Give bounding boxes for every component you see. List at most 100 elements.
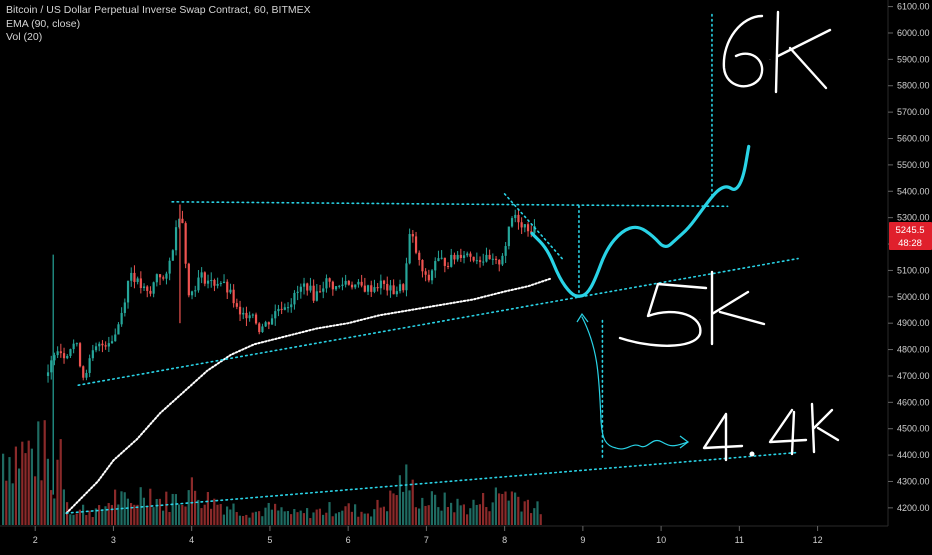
volume-bar [165, 491, 168, 525]
candle-body [526, 224, 530, 232]
volume-bar [318, 508, 321, 525]
volume-bar [472, 499, 475, 525]
price-tick-label: 4800.00 [897, 345, 930, 355]
volume-bar [469, 508, 472, 525]
candle-body [270, 318, 274, 325]
volume-bar [238, 515, 241, 525]
volume-bar [517, 496, 520, 525]
price-axis[interactable]: 4200.00 4300.00 4400.00 4500.00 4600.00 4700.… [887, 0, 932, 550]
volume-bar [62, 489, 65, 525]
price-tick-label: 5000.00 [897, 292, 930, 302]
hand-4-first [702, 412, 744, 462]
projected-price-path [530, 144, 751, 298]
candle-body [142, 286, 146, 288]
arrow-head [576, 312, 589, 323]
time-tick-label: 9 [580, 535, 585, 545]
candle-body [306, 283, 309, 291]
symbol-title[interactable]: Bitcoin / US Dollar Perpetual Inverse Sw… [6, 4, 311, 16]
price-tick-label: 5900.00 [897, 54, 930, 64]
candle-body [344, 280, 347, 285]
volume-indicator-label[interactable]: Vol (20) [6, 31, 43, 43]
candle-body [136, 278, 139, 282]
candle-body [475, 260, 478, 262]
volume-bar [459, 505, 462, 525]
candle-body [242, 312, 245, 315]
volume-bar [229, 509, 232, 525]
trendline [503, 193, 565, 261]
volume-bar [392, 493, 395, 525]
candle-body [354, 284, 357, 288]
candle-body [88, 358, 91, 373]
volume-bar [78, 509, 81, 525]
volume-bar [133, 504, 136, 525]
time-axis[interactable]: 2 3 4 5 6 7 8 9 10 11 12 [0, 525, 888, 545]
volume-bar [14, 446, 17, 525]
candle-body [501, 255, 504, 265]
ema-indicator-label[interactable]: EMA (90, close) [6, 17, 81, 30]
candle-body [59, 351, 62, 354]
volume-bar [440, 510, 443, 525]
time-tick-label: 2 [33, 535, 38, 545]
candle-body [469, 253, 472, 257]
volume-bar [526, 499, 529, 525]
volume-bar [427, 505, 430, 525]
candle-body [261, 326, 264, 333]
volume-bar [280, 507, 283, 525]
volume-bar [328, 502, 331, 525]
volume-bar [130, 503, 133, 525]
price-tick-label: 4300.00 [897, 476, 930, 486]
volume-bar [184, 506, 187, 525]
candle-body [187, 263, 190, 296]
volume-bar [382, 506, 385, 525]
candle-body [392, 285, 395, 295]
hand-5 [618, 282, 708, 347]
candle-body [290, 304, 293, 308]
volume-bar [219, 504, 222, 525]
time-tick-label: 10 [656, 535, 666, 545]
current-price-tag[interactable] [889, 222, 932, 251]
candle-body [398, 284, 402, 292]
volume-bar [389, 490, 392, 525]
candle-body [101, 343, 104, 346]
volume-bar [168, 511, 171, 525]
volume-bar [350, 511, 353, 525]
candle-body [258, 323, 261, 333]
candle-body [82, 366, 85, 378]
volume-bar [267, 502, 270, 525]
volume-bar [315, 509, 318, 525]
volume-bar [18, 468, 21, 525]
volume-bar [536, 501, 539, 525]
volume-bar [200, 508, 203, 525]
volume-bar [504, 491, 507, 525]
candle-body [248, 315, 251, 319]
candle-body [194, 290, 197, 292]
volume-bar [488, 511, 491, 525]
candle-body [226, 281, 229, 293]
volume-bar [114, 489, 117, 525]
volume-bar [152, 507, 155, 525]
volume-bar [453, 512, 456, 525]
candle-body [376, 287, 379, 289]
hand-k-mid [710, 270, 766, 346]
volume-bar [331, 516, 334, 525]
candle-body [267, 322, 270, 325]
volume-bar [91, 517, 94, 525]
time-tick-label: 7 [424, 535, 429, 545]
candle-body [405, 263, 408, 291]
candle-body [517, 214, 520, 223]
candle-body [69, 349, 72, 356]
price-tick-label: 5400.00 [897, 186, 930, 196]
volume-bar [418, 508, 421, 525]
volume-bar [149, 488, 152, 525]
volume-bar [50, 490, 53, 525]
volume-bar [360, 511, 363, 525]
candle-body [245, 312, 248, 319]
volume-bar [104, 506, 107, 525]
volume-bar [344, 506, 347, 525]
candle-body [283, 307, 286, 310]
candle-body [514, 214, 517, 219]
candle-body [494, 258, 498, 260]
volume-bar [213, 498, 216, 525]
